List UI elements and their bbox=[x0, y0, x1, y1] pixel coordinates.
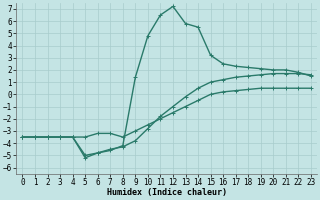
X-axis label: Humidex (Indice chaleur): Humidex (Indice chaleur) bbox=[107, 188, 227, 197]
